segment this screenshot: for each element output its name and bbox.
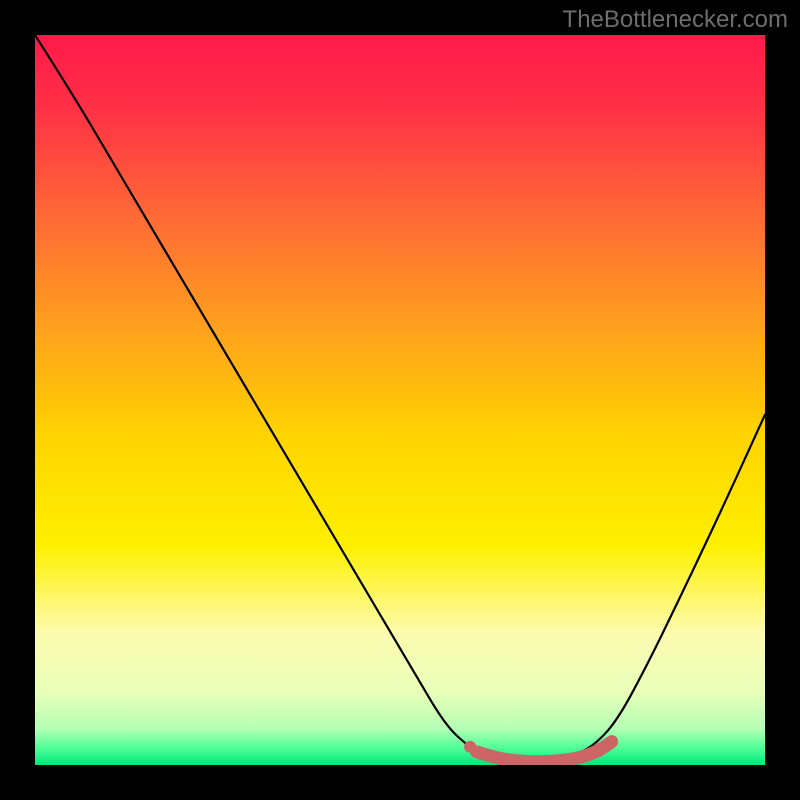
marker-dot — [464, 741, 476, 753]
watermark-label: TheBottlenecker.com — [563, 6, 788, 34]
gradient-background — [35, 35, 765, 765]
chart-frame: TheBottlenecker.com — [0, 0, 800, 800]
bottleneck-chart — [35, 35, 765, 765]
